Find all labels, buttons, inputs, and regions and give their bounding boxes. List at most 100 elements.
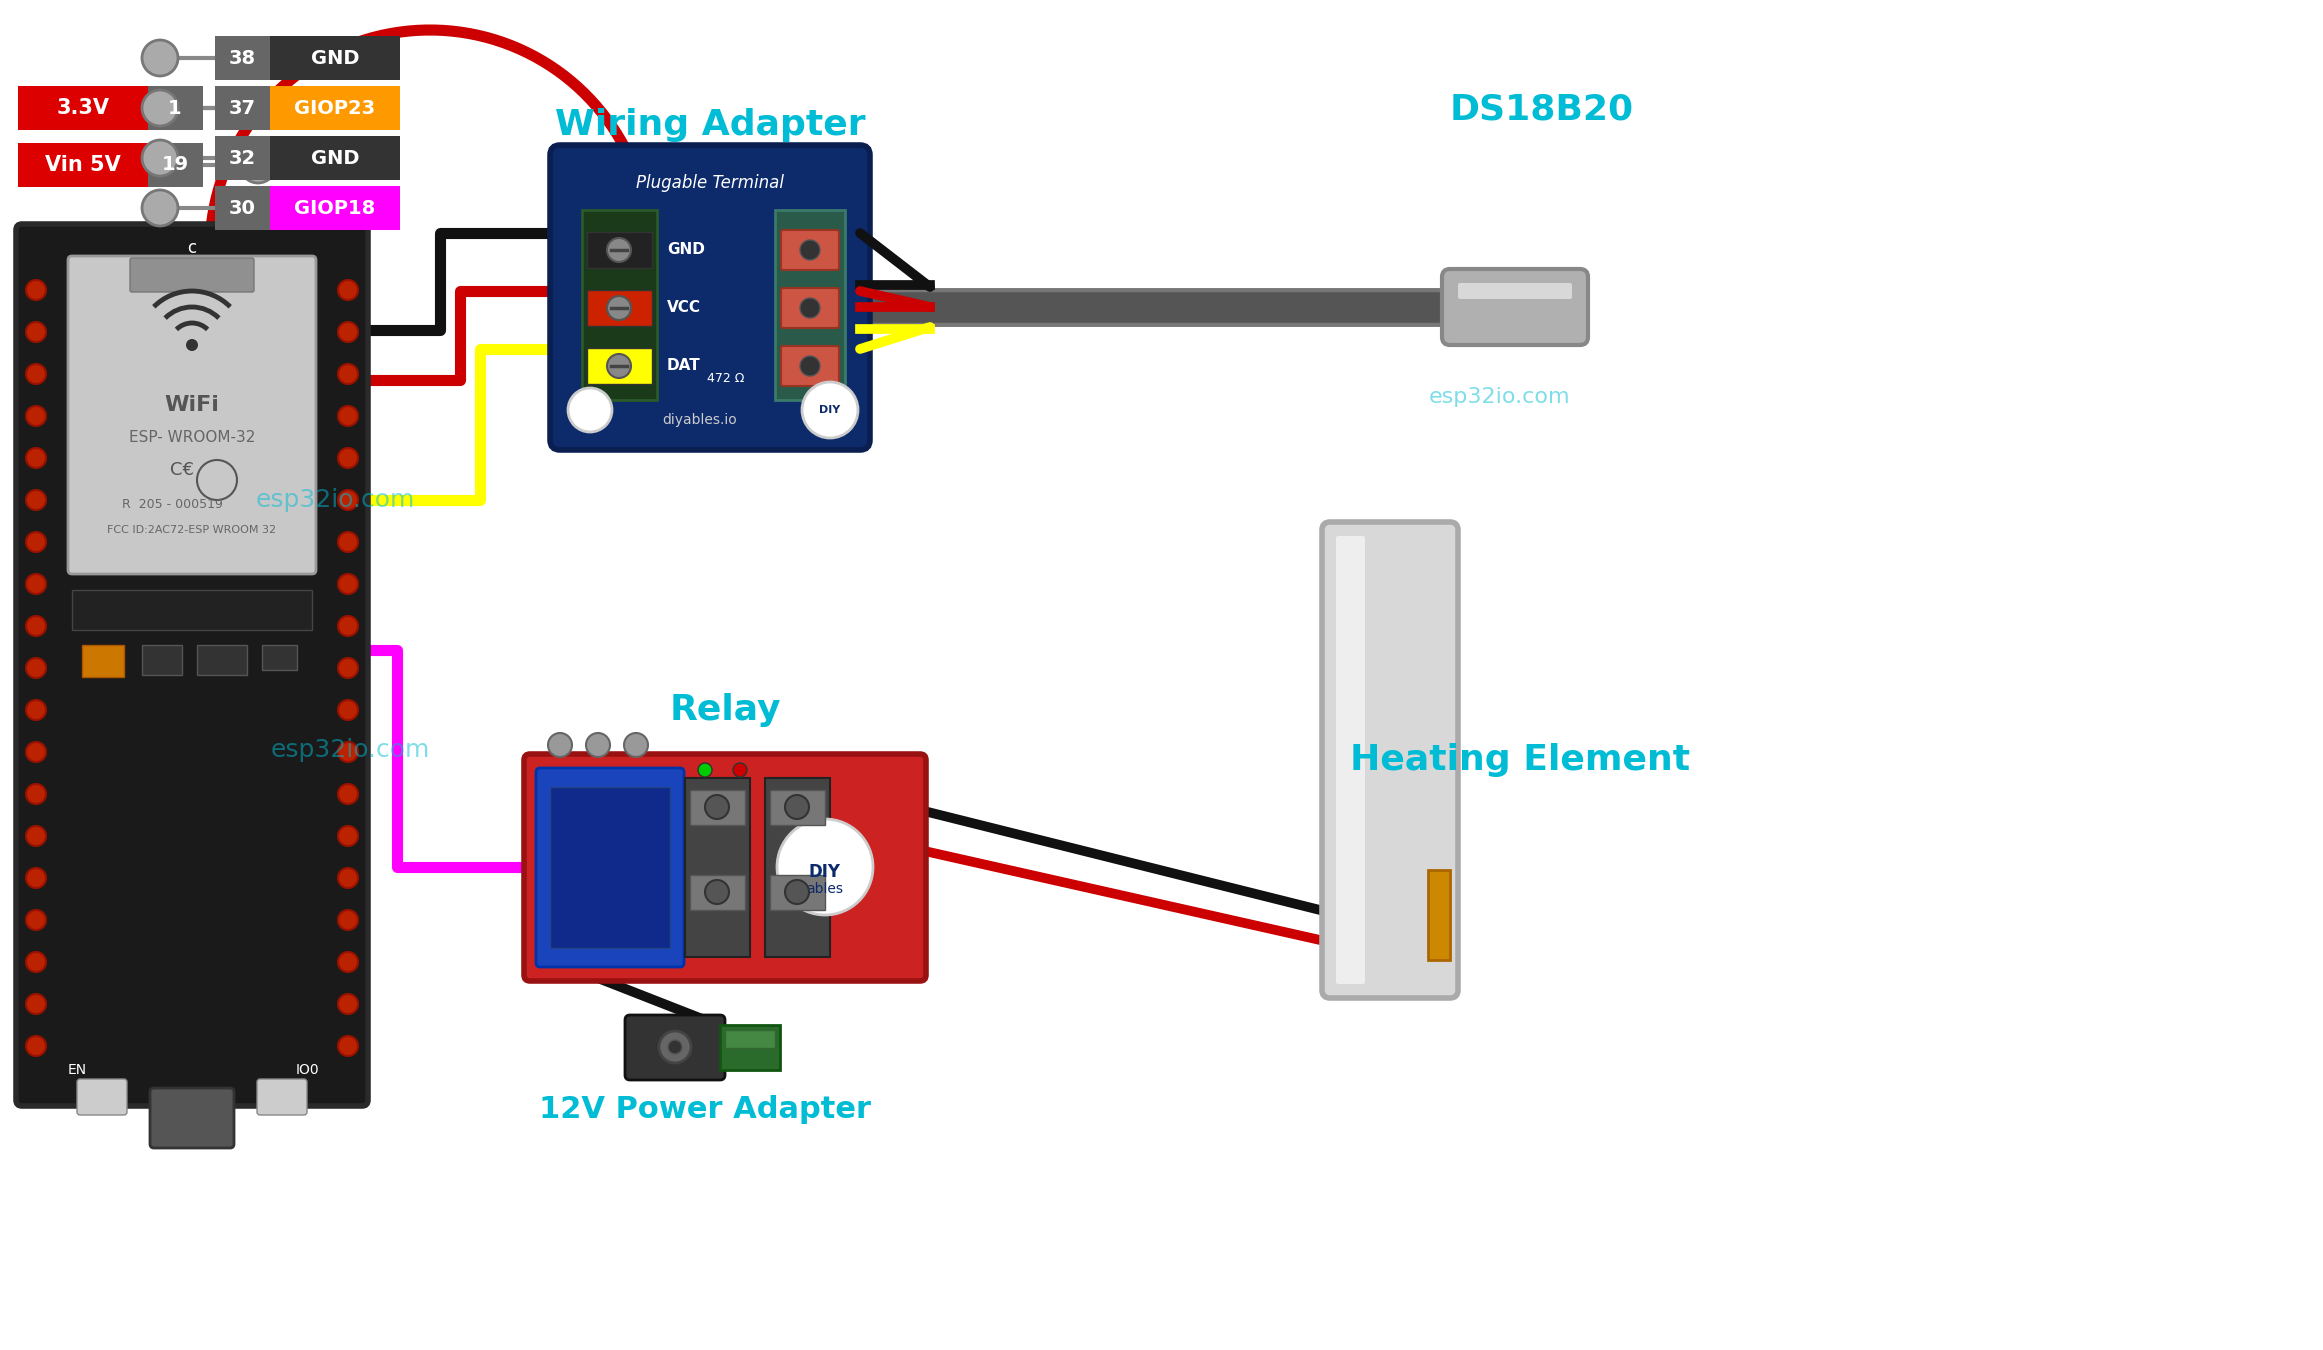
Circle shape bbox=[785, 795, 808, 819]
Circle shape bbox=[239, 147, 276, 184]
Text: 12V Power Adapter: 12V Power Adapter bbox=[539, 1095, 871, 1125]
Text: DIY: DIY bbox=[820, 405, 841, 414]
Text: 30: 30 bbox=[228, 198, 256, 217]
Circle shape bbox=[142, 190, 179, 225]
Circle shape bbox=[799, 356, 820, 377]
Circle shape bbox=[339, 701, 358, 720]
Circle shape bbox=[704, 880, 729, 905]
Circle shape bbox=[339, 826, 358, 846]
Circle shape bbox=[26, 532, 46, 552]
Text: esp32io.com: esp32io.com bbox=[269, 738, 430, 761]
FancyBboxPatch shape bbox=[551, 787, 669, 948]
Circle shape bbox=[26, 406, 46, 427]
Circle shape bbox=[26, 868, 46, 888]
Text: Heating Element: Heating Element bbox=[1350, 743, 1691, 778]
Circle shape bbox=[669, 1040, 683, 1054]
FancyBboxPatch shape bbox=[583, 211, 657, 400]
Circle shape bbox=[785, 880, 808, 905]
Text: 472 Ω: 472 Ω bbox=[706, 371, 743, 385]
FancyBboxPatch shape bbox=[77, 1079, 128, 1115]
Circle shape bbox=[339, 448, 358, 468]
Text: 37: 37 bbox=[228, 99, 256, 117]
Circle shape bbox=[26, 701, 46, 720]
FancyBboxPatch shape bbox=[149, 143, 202, 188]
Text: GND: GND bbox=[311, 49, 360, 68]
Circle shape bbox=[186, 339, 197, 351]
FancyBboxPatch shape bbox=[269, 136, 400, 180]
Text: diyables.io: diyables.io bbox=[662, 413, 736, 427]
FancyBboxPatch shape bbox=[67, 256, 316, 574]
Circle shape bbox=[339, 532, 358, 552]
Circle shape bbox=[801, 382, 857, 437]
FancyBboxPatch shape bbox=[19, 86, 149, 130]
Circle shape bbox=[339, 868, 358, 888]
Circle shape bbox=[239, 90, 276, 126]
Circle shape bbox=[585, 733, 611, 757]
Circle shape bbox=[548, 733, 571, 757]
Circle shape bbox=[799, 240, 820, 261]
FancyBboxPatch shape bbox=[781, 346, 839, 386]
FancyBboxPatch shape bbox=[720, 1025, 781, 1071]
Text: 38: 38 bbox=[228, 49, 256, 68]
FancyBboxPatch shape bbox=[216, 186, 269, 230]
FancyBboxPatch shape bbox=[269, 186, 400, 230]
Circle shape bbox=[26, 574, 46, 594]
FancyBboxPatch shape bbox=[269, 86, 400, 130]
FancyBboxPatch shape bbox=[1459, 284, 1573, 298]
Text: c: c bbox=[188, 239, 197, 256]
Text: GND: GND bbox=[311, 148, 360, 167]
FancyBboxPatch shape bbox=[142, 645, 181, 675]
FancyBboxPatch shape bbox=[685, 778, 750, 957]
Circle shape bbox=[26, 952, 46, 972]
Text: esp32io.com: esp32io.com bbox=[1429, 387, 1570, 406]
Text: DAT: DAT bbox=[667, 359, 702, 374]
FancyBboxPatch shape bbox=[588, 290, 653, 325]
FancyBboxPatch shape bbox=[769, 790, 825, 825]
Text: EN: EN bbox=[67, 1062, 86, 1077]
Circle shape bbox=[339, 952, 358, 972]
Circle shape bbox=[26, 784, 46, 805]
Text: FCC ID:2AC72-ESP WROOM 32: FCC ID:2AC72-ESP WROOM 32 bbox=[107, 525, 276, 535]
Circle shape bbox=[339, 279, 358, 300]
Circle shape bbox=[26, 994, 46, 1014]
FancyBboxPatch shape bbox=[764, 778, 829, 957]
Circle shape bbox=[339, 406, 358, 427]
FancyBboxPatch shape bbox=[72, 590, 311, 630]
FancyBboxPatch shape bbox=[269, 36, 400, 80]
FancyBboxPatch shape bbox=[151, 1088, 235, 1148]
FancyBboxPatch shape bbox=[781, 230, 839, 270]
FancyBboxPatch shape bbox=[769, 875, 825, 910]
Circle shape bbox=[606, 238, 632, 262]
Text: Wiring Adapter: Wiring Adapter bbox=[555, 108, 864, 142]
FancyBboxPatch shape bbox=[588, 232, 653, 269]
FancyBboxPatch shape bbox=[551, 144, 871, 450]
Text: GIOP18: GIOP18 bbox=[295, 198, 376, 217]
FancyBboxPatch shape bbox=[1443, 269, 1589, 346]
FancyBboxPatch shape bbox=[262, 645, 297, 670]
Circle shape bbox=[799, 298, 820, 319]
Text: 19: 19 bbox=[160, 155, 188, 174]
Circle shape bbox=[26, 448, 46, 468]
FancyBboxPatch shape bbox=[197, 645, 246, 675]
Circle shape bbox=[142, 90, 179, 126]
Text: Relay: Relay bbox=[669, 693, 781, 728]
Circle shape bbox=[26, 364, 46, 383]
Circle shape bbox=[606, 354, 632, 378]
Circle shape bbox=[26, 279, 46, 300]
Text: R  205 - 000519: R 205 - 000519 bbox=[121, 498, 223, 512]
Circle shape bbox=[339, 616, 358, 636]
Circle shape bbox=[26, 657, 46, 678]
FancyBboxPatch shape bbox=[216, 86, 269, 130]
Circle shape bbox=[339, 784, 358, 805]
FancyBboxPatch shape bbox=[725, 1030, 776, 1048]
Circle shape bbox=[606, 296, 632, 320]
Circle shape bbox=[339, 910, 358, 930]
Circle shape bbox=[339, 657, 358, 678]
FancyBboxPatch shape bbox=[216, 136, 269, 180]
Circle shape bbox=[142, 140, 179, 176]
Circle shape bbox=[339, 994, 358, 1014]
Circle shape bbox=[26, 743, 46, 761]
Text: IO0: IO0 bbox=[295, 1062, 318, 1077]
FancyBboxPatch shape bbox=[19, 143, 149, 188]
FancyBboxPatch shape bbox=[81, 645, 123, 676]
